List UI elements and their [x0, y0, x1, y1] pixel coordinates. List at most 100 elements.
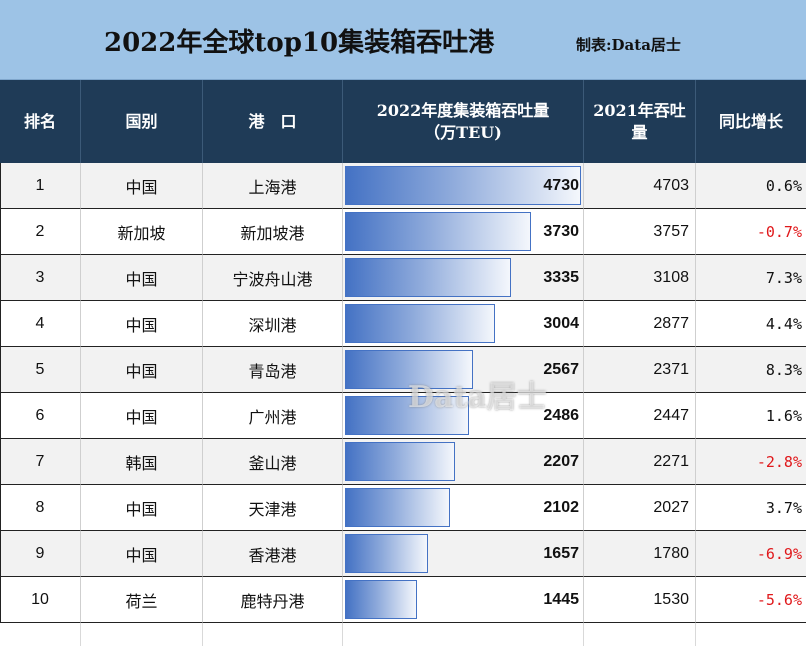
throughput-bar: [345, 396, 469, 435]
rank-cell: 3: [0, 255, 81, 301]
rank-cell: 2: [0, 209, 81, 255]
credit-label: 制表:Data居士: [576, 36, 681, 54]
table-row: 10 荷兰 鹿特丹港 1445 1530 -5.6%: [0, 577, 806, 623]
yoy-growth-cell: 4.4%: [696, 301, 806, 347]
port-cell: 广州港: [203, 393, 343, 439]
throughput-2022-cell: 2567: [343, 347, 584, 393]
throughput-2022-cell: 3730: [343, 209, 584, 255]
empty-cell: [81, 623, 203, 646]
throughput-2021-cell: 2371: [584, 347, 696, 393]
yoy-growth-cell: -6.9%: [696, 531, 806, 577]
header-yoy-growth: 同比增长: [718, 111, 783, 131]
throughput-bar: [345, 534, 428, 573]
header-rank: 排名: [0, 80, 81, 163]
table-row: 4 中国 深圳港 3004 2877 4.4%: [0, 301, 806, 347]
throughput-2021-cell: 4703: [584, 163, 696, 209]
throughput-2022-cell: 4730: [343, 163, 584, 209]
throughput-2021-cell: 1780: [584, 531, 696, 577]
throughput-2021-cell: 3757: [584, 209, 696, 255]
chart-title: 2022年全球top10集装箱吞吐港: [104, 28, 495, 58]
throughput-2022-cell: 3335: [343, 255, 584, 301]
throughput-2022-cell: 2486: [343, 393, 584, 439]
throughput-2022-value: 2207: [543, 453, 579, 470]
throughput-2022-cell: 2207: [343, 439, 584, 485]
throughput-bar: [345, 166, 581, 205]
empty-cell: [584, 623, 696, 646]
country-cell: 中国: [81, 347, 203, 393]
rank-cell: 10: [0, 577, 81, 623]
throughput-2021-cell: 1530: [584, 577, 696, 623]
yoy-growth-cell: -5.6%: [696, 577, 806, 623]
port-cell: 香港港: [203, 531, 343, 577]
throughput-2022-cell: 1657: [343, 531, 584, 577]
throughput-2022-value: 3004: [543, 315, 579, 332]
throughput-2022-value: 1657: [543, 545, 579, 562]
rank-cell: 5: [0, 347, 81, 393]
country-cell: 中国: [81, 301, 203, 347]
rank-cell: 8: [0, 485, 81, 531]
country-cell: 中国: [81, 255, 203, 301]
throughput-2022-value: 2102: [543, 499, 579, 516]
rank-cell: 6: [0, 393, 81, 439]
table-row: 2 新加坡 新加坡港 3730 3757 -0.7%: [0, 209, 806, 255]
table-row: 8 中国 天津港 2102 2027 3.7%: [0, 485, 806, 531]
header-2021-throughput: 2021年吞吐 量: [584, 80, 696, 163]
yoy-growth-cell: 8.3%: [696, 347, 806, 393]
throughput-2022-value: 1445: [543, 591, 579, 608]
country-cell: 中国: [81, 393, 203, 439]
empty-row: [0, 623, 806, 646]
country-cell: 中国: [81, 485, 203, 531]
throughput-bar: [345, 212, 531, 251]
throughput-2022-cell: 1445: [343, 577, 584, 623]
empty-cell: [203, 623, 343, 646]
yoy-growth-cell: -2.8%: [696, 439, 806, 485]
table-row: 7 韩国 釜山港 2207 2271 -2.8%: [0, 439, 806, 485]
country-cell: 中国: [81, 163, 203, 209]
header-country: 国别: [81, 80, 203, 163]
empty-cell: [343, 623, 584, 646]
table-row: 9 中国 香港港 1657 1780 -6.9%: [0, 531, 806, 577]
rank-cell: 9: [0, 531, 81, 577]
throughput-2021-cell: 3108: [584, 255, 696, 301]
throughput-2022-value: 2567: [543, 361, 579, 378]
port-cell: 釜山港: [203, 439, 343, 485]
throughput-2022-value: 3335: [543, 269, 579, 286]
rank-cell: 4: [0, 301, 81, 347]
table-row: 1 中国 上海港 4730 4703 0.6%: [0, 163, 806, 209]
throughput-2021-cell: 2447: [584, 393, 696, 439]
country-cell: 荷兰: [81, 577, 203, 623]
yoy-growth-cell: -0.7%: [696, 209, 806, 255]
throughput-bar: [345, 442, 455, 481]
throughput-bar: [345, 304, 495, 343]
rank-cell: 7: [0, 439, 81, 485]
yoy-growth-cell: 3.7%: [696, 485, 806, 531]
header-port: 港 口: [203, 80, 343, 163]
port-cell: 上海港: [203, 163, 343, 209]
table-row: 5 中国 青岛港 2567 2371 8.3%: [0, 347, 806, 393]
country-cell: 中国: [81, 531, 203, 577]
throughput-bar: [345, 350, 473, 389]
port-cell: 天津港: [203, 485, 343, 531]
throughput-2022-cell: 3004: [343, 301, 584, 347]
port-cell: 鹿特丹港: [203, 577, 343, 623]
table-row: 3 中国 宁波舟山港 3335 3108 7.3%: [0, 255, 806, 301]
yoy-growth-cell: 0.6%: [696, 163, 806, 209]
port-cell: 深圳港: [203, 301, 343, 347]
table-row: 6 中国 广州港 2486 2447 1.6%: [0, 393, 806, 439]
country-cell: 韩国: [81, 439, 203, 485]
throughput-2022-value: 2486: [543, 407, 579, 424]
table-header: 排名 国别 港 口 2022年度集装箱吞吐量 （万TEU) 2021年吞吐 量 …: [0, 80, 806, 163]
title-bar: 2022年全球top10集装箱吞吐港 制表:Data居士: [0, 0, 806, 80]
throughput-2021-cell: 2027: [584, 485, 696, 531]
throughput-2022-value: 4730: [543, 177, 579, 194]
rank-cell: 1: [0, 163, 81, 209]
yoy-growth-cell: 7.3%: [696, 255, 806, 301]
port-cell: 宁波舟山港: [203, 255, 343, 301]
throughput-bar: [345, 488, 450, 527]
throughput-2022-cell: 2102: [343, 485, 584, 531]
throughput-2021-cell: 2271: [584, 439, 696, 485]
throughput-bar: [345, 258, 511, 297]
throughput-2022-value: 3730: [543, 223, 579, 240]
country-cell: 新加坡: [81, 209, 203, 255]
port-cell: 青岛港: [203, 347, 343, 393]
